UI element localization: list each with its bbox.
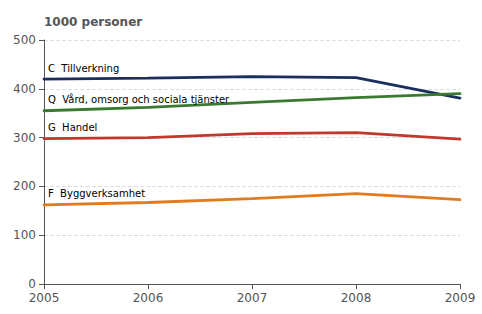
svg-text:2009: 2009 xyxy=(445,291,476,305)
svg-text:500: 500 xyxy=(13,33,36,47)
svg-text:F Byggverksamhet: F Byggverksamhet xyxy=(48,188,145,199)
svg-text:400: 400 xyxy=(13,82,36,96)
svg-text:C Tillverkning: C Tillverkning xyxy=(48,63,119,74)
svg-text:2008: 2008 xyxy=(341,291,372,305)
svg-text:0: 0 xyxy=(28,277,36,291)
svg-text:G Handel: G Handel xyxy=(48,122,97,133)
svg-text:300: 300 xyxy=(13,131,36,145)
svg-text:200: 200 xyxy=(13,179,36,193)
svg-text:Q Vård, omsorg och sociala tj: Q Vård, omsorg och sociala tjänster xyxy=(48,93,230,105)
svg-text:2007: 2007 xyxy=(237,291,268,305)
svg-text:1000 personer: 1000 personer xyxy=(44,15,142,29)
svg-text:100: 100 xyxy=(13,228,36,242)
svg-text:2006: 2006 xyxy=(133,291,164,305)
svg-text:2005: 2005 xyxy=(29,291,60,305)
